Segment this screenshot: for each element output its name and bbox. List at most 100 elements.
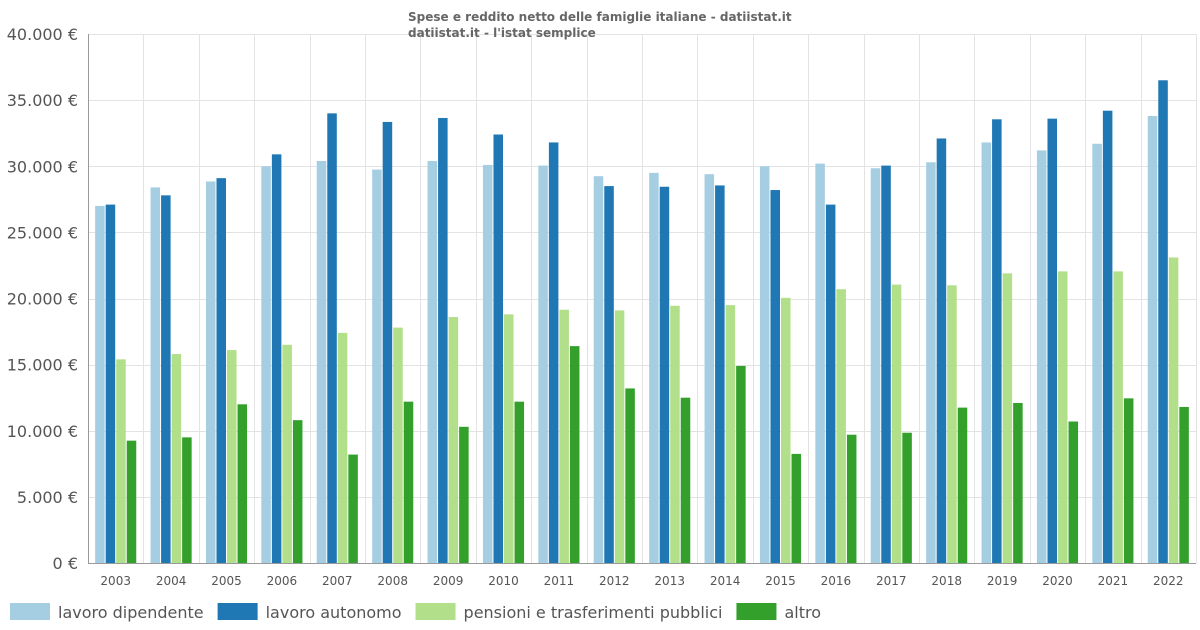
y-tick-label: 10.000 € [7, 422, 78, 441]
y-tick-label: 0 € [53, 554, 78, 573]
x-tick-label: 2014 [710, 574, 741, 588]
x-tick-label: 2010 [488, 574, 519, 588]
bar [337, 332, 348, 563]
legend-label[interactable]: lavoro dipendente [58, 603, 204, 622]
bar [1058, 271, 1068, 563]
bar [382, 121, 393, 563]
legend-swatch[interactable] [736, 603, 777, 620]
bar [1179, 406, 1189, 563]
bar [261, 166, 271, 563]
bar [870, 168, 881, 563]
bar [981, 142, 992, 563]
bar [1113, 271, 1123, 563]
bar [680, 397, 691, 563]
bar [670, 305, 680, 563]
bar [715, 185, 725, 563]
bar [736, 365, 746, 563]
bar [393, 327, 403, 563]
y-tick-label: 35.000 € [7, 91, 78, 110]
chart-title: Spese e reddito netto delle famiglie ita… [408, 10, 792, 24]
bar [493, 134, 503, 563]
bar [569, 346, 580, 563]
bar [992, 119, 1002, 564]
x-tick-label: 2019 [987, 574, 1018, 588]
bar [105, 204, 116, 564]
bar [126, 440, 137, 563]
bar [1047, 118, 1057, 563]
bar [216, 178, 226, 563]
y-tick-label: 5.000 € [17, 488, 78, 507]
legend-label[interactable]: pensioni e trasferimenti pubblici [464, 603, 723, 622]
bar [791, 453, 802, 563]
legend-swatch[interactable] [415, 603, 456, 620]
bars [95, 80, 1189, 564]
bar [237, 404, 248, 563]
bar [1102, 110, 1113, 563]
bar [205, 181, 216, 564]
bar [116, 359, 126, 563]
bar [926, 162, 936, 563]
y-tick-label: 30.000 € [7, 157, 78, 176]
x-tick-label: 2021 [1098, 574, 1129, 588]
x-tick-label: 2005 [211, 574, 242, 588]
bar [759, 166, 770, 563]
bar [459, 426, 469, 563]
bar [1147, 115, 1158, 564]
bar [182, 437, 192, 563]
bar [881, 165, 891, 563]
bar [95, 205, 105, 564]
y-tick-label: 25.000 € [7, 223, 78, 242]
axes: 0 € 5.000 € 10.000 € 15.000 € 20.000 € 25.000… [7, 25, 1196, 588]
x-tick-label: 2012 [599, 574, 630, 588]
x-tick-label: 2022 [1153, 574, 1184, 588]
legend-label[interactable]: altro [784, 603, 821, 622]
bar [891, 284, 902, 563]
x-tick-label: 2003 [100, 574, 131, 588]
y-tick-label: 15.000 € [7, 356, 78, 375]
x-tick-label: 2016 [821, 574, 852, 588]
legend-label[interactable]: lavoro autonomo [266, 603, 402, 622]
bar [649, 172, 659, 564]
x-tick-label: 2011 [544, 574, 575, 588]
bar [372, 169, 382, 563]
bar [271, 154, 282, 563]
bar [227, 350, 237, 563]
x-tick-label: 2017 [876, 574, 907, 588]
chart-subtitle: datiistat.it - l'istat semplice [408, 26, 596, 40]
bar [348, 454, 358, 563]
y-tick-label: 20.000 € [7, 290, 78, 309]
bar [593, 176, 604, 563]
bar [770, 190, 780, 563]
bar [1036, 150, 1047, 563]
bar [604, 186, 614, 563]
bar [704, 174, 715, 563]
bar [150, 187, 161, 563]
bar [1013, 402, 1023, 563]
bar [902, 432, 912, 563]
bar [1092, 143, 1102, 563]
x-tick-label: 2006 [267, 574, 298, 588]
bar [482, 164, 493, 564]
bar [514, 401, 525, 563]
bar [1168, 257, 1179, 563]
x-tick-label: 2008 [377, 574, 408, 588]
bar [316, 160, 327, 563]
bar [559, 309, 569, 563]
x-tick-label: 2013 [654, 574, 685, 588]
x-tick-label: 2004 [156, 574, 187, 588]
grid [88, 34, 1197, 564]
bar [825, 204, 836, 564]
bar [161, 195, 171, 563]
legend-swatch[interactable] [10, 603, 50, 620]
x-tick-label: 2007 [322, 574, 353, 588]
legend-swatch[interactable] [217, 603, 258, 620]
bar [625, 388, 635, 563]
bar [538, 165, 548, 563]
bar [936, 138, 947, 564]
bar [836, 289, 846, 563]
x-tick-label: 2020 [1042, 574, 1073, 588]
bar [282, 344, 292, 563]
bar [614, 310, 625, 563]
bar [957, 407, 968, 563]
